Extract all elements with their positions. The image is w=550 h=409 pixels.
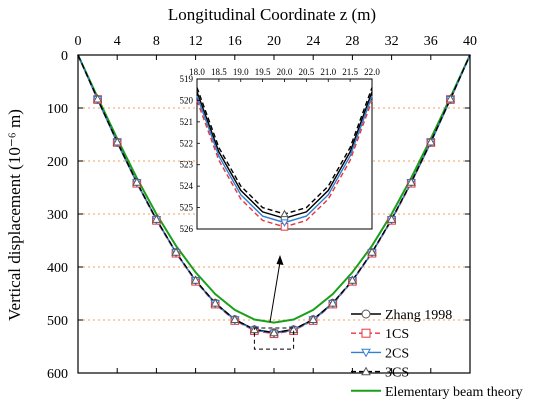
series-line xyxy=(77,54,471,324)
inset-zoom-plot: 18.0 18.5 19.0 19.5 20.0 20.5 21.0 21.5 22.0 519 5… xyxy=(180,67,380,350)
legend-label: 2CS xyxy=(385,346,409,361)
inset-x-tick-label: 22.0 xyxy=(364,67,380,77)
data-point xyxy=(328,298,338,307)
x-tick-label: 0 xyxy=(75,34,82,49)
zoom-arrow xyxy=(269,261,281,323)
x-tick-label: 32 xyxy=(385,34,399,49)
data-point xyxy=(445,94,456,103)
inset-y-tick-label: 524 xyxy=(180,181,194,191)
legend-label: Elementary beam theory xyxy=(385,385,523,400)
data-point xyxy=(361,366,371,376)
data-point xyxy=(361,348,371,358)
data-point xyxy=(280,219,289,227)
y-axis-title: Vertical displacement (10⁻⁶ m) xyxy=(5,109,24,321)
data-point xyxy=(308,314,318,324)
x-tick-label: 36 xyxy=(424,34,438,49)
inset-x-tick-label: 20.0 xyxy=(277,67,293,77)
x-tick-label: 40 xyxy=(463,34,477,49)
data-point xyxy=(406,177,416,186)
legend: Zhang 1998 1CS 2CS 3CS Elementary beam theor… xyxy=(351,308,523,400)
x-tick-label: 24 xyxy=(306,34,320,49)
inset-y-tick-label: 526 xyxy=(180,224,194,234)
zoom-arrow-head xyxy=(276,255,284,265)
inset-x-tick-label: 18.5 xyxy=(211,67,227,77)
inset-y-tick-label: 525 xyxy=(180,203,194,213)
legend-label: 3CS xyxy=(385,366,409,381)
x-tick-label: 16 xyxy=(228,34,242,49)
inset-x-tick-label: 19.5 xyxy=(255,67,271,77)
inset-x-tick-label: 19.0 xyxy=(233,67,249,77)
inset-frame xyxy=(196,78,373,230)
inset-y-tick-label: 523 xyxy=(180,160,194,170)
inset-y-tick-label: 520 xyxy=(180,95,194,105)
inset-y-tick-label: 521 xyxy=(180,117,194,127)
data-point xyxy=(112,137,122,146)
data-point xyxy=(151,214,162,223)
data-point xyxy=(361,309,371,319)
y-tick-label: 300 xyxy=(47,208,68,223)
data-point xyxy=(132,177,142,186)
series-group xyxy=(77,54,471,339)
data-point xyxy=(210,298,220,307)
x-tick-label: 20 xyxy=(267,34,281,49)
y-tick-label: 0 xyxy=(61,49,68,64)
y-tick-label: 500 xyxy=(47,314,68,329)
data-point xyxy=(367,247,377,256)
y-tick-label: 600 xyxy=(47,367,68,382)
y-tick-label: 100 xyxy=(47,102,68,117)
data-point xyxy=(230,314,240,324)
inset-y-tick-label: 519 xyxy=(180,74,194,84)
data-point xyxy=(190,275,201,284)
y-tick-label: 200 xyxy=(47,155,68,170)
data-point xyxy=(269,327,279,337)
data-point xyxy=(347,275,358,284)
inset-x-tick-label: 21.0 xyxy=(320,67,336,77)
x-tick-label: 28 xyxy=(345,34,359,49)
inset-x-tick-label: 18.0 xyxy=(189,67,205,77)
x-tick-label: 8 xyxy=(153,34,160,49)
legend-label: Zhang 1998 xyxy=(385,308,452,323)
x-tick-label: 4 xyxy=(114,34,121,49)
inset-x-tick-label: 21.5 xyxy=(342,67,358,77)
zoom-region-box xyxy=(253,327,295,350)
x-axis-title: Longitudinal Coordinate z (m) xyxy=(168,5,376,24)
inset-x-tick-label: 20.5 xyxy=(299,67,315,77)
data-point xyxy=(171,247,181,256)
legend-label: 1CS xyxy=(385,327,409,342)
data-point xyxy=(280,209,289,218)
inset-y-tick-label: 522 xyxy=(180,138,194,148)
data-point xyxy=(92,94,103,103)
data-point xyxy=(386,214,397,223)
data-point xyxy=(426,137,436,146)
x-tick-label: 12 xyxy=(189,34,203,49)
y-tick-label: 400 xyxy=(47,261,68,276)
data-point xyxy=(361,328,371,338)
